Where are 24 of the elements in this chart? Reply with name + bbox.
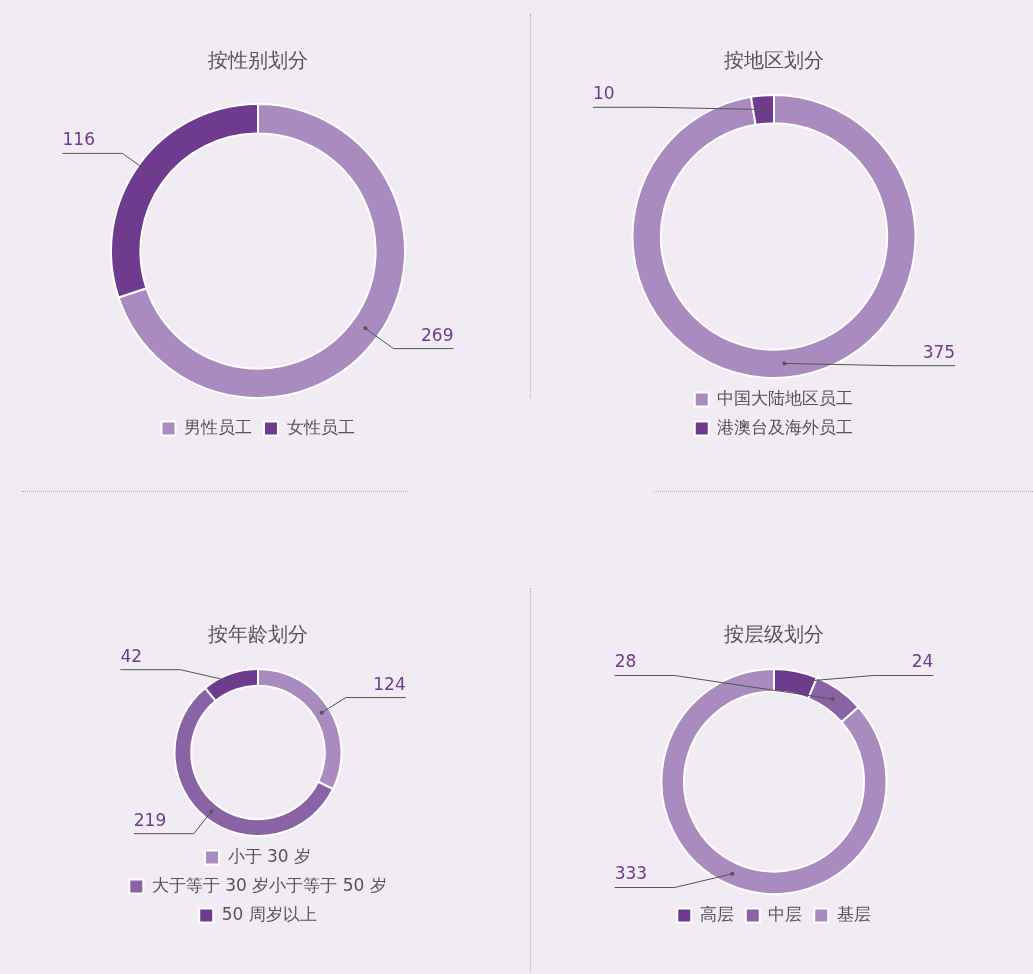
legend-label: 50 周岁以上 — [221, 903, 317, 924]
chart-title: 按层级划分 — [724, 622, 824, 647]
legend-label: 高层 — [699, 903, 734, 924]
chart-title: 按性别划分 — [208, 48, 308, 73]
data-label: 219 — [133, 809, 167, 830]
legend-label: 中层 — [768, 903, 803, 924]
chart-title: 按年龄划分 — [208, 622, 308, 647]
legend-label: 中国大陆地区员工 — [717, 387, 854, 408]
legend-label: 男性员工 — [184, 416, 252, 437]
data-label: 269 — [421, 324, 454, 345]
data-label: 10 — [592, 83, 615, 104]
legend-label: 女性员工 — [286, 416, 355, 437]
data-label: 24 — [911, 651, 934, 672]
chart-title: 按地区划分 — [724, 48, 824, 73]
data-label: 375 — [922, 341, 956, 362]
data-label: 333 — [614, 863, 648, 884]
legend-label: 小于 30 岁 — [227, 845, 311, 866]
data-label: 124 — [373, 673, 406, 694]
data-label: 28 — [614, 651, 637, 672]
data-label: 116 — [62, 129, 95, 150]
legend-label: 基层 — [836, 903, 871, 924]
legend-label: 大于等于 30 岁小于等于 50 岁 — [151, 874, 387, 895]
legend-label: 港澳台及海外员工 — [717, 416, 854, 437]
data-label: 42 — [120, 645, 143, 666]
